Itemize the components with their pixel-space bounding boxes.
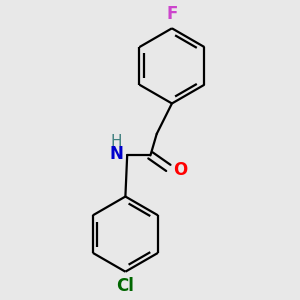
Text: H: H bbox=[111, 134, 122, 149]
Text: N: N bbox=[110, 146, 124, 164]
Text: O: O bbox=[173, 161, 187, 179]
Text: F: F bbox=[166, 5, 178, 23]
Text: Cl: Cl bbox=[116, 277, 134, 295]
